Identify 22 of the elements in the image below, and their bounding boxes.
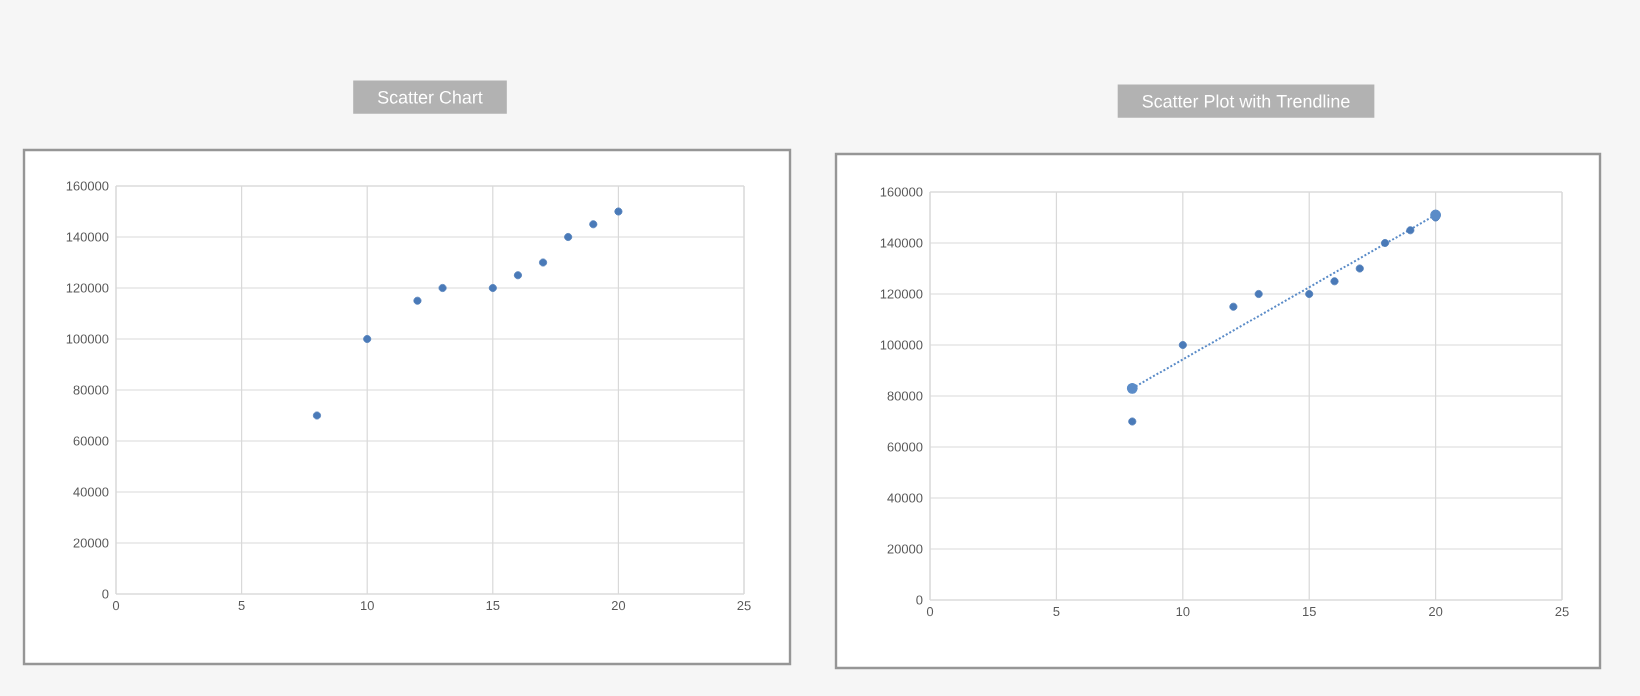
point: [1406, 226, 1415, 235]
point: [1381, 239, 1390, 247]
point: [438, 284, 447, 292]
point: [589, 220, 598, 229]
point: [312, 411, 321, 420]
point: [1355, 264, 1364, 273]
point: [564, 233, 573, 241]
point: [1254, 290, 1263, 298]
point: [539, 258, 548, 267]
chart-title: Scatter Chart: [378, 90, 483, 104]
chart-title: Scatter Plot with Trendline: [1142, 94, 1350, 108]
point: [413, 296, 422, 305]
point: [1229, 302, 1238, 311]
point: [1126, 382, 1138, 394]
point: [1178, 341, 1187, 349]
point: [1305, 290, 1314, 298]
point: [513, 271, 522, 280]
point: [1128, 417, 1137, 426]
point: [1330, 277, 1339, 286]
point: [363, 335, 372, 343]
point: [614, 207, 623, 216]
point: [488, 284, 497, 292]
